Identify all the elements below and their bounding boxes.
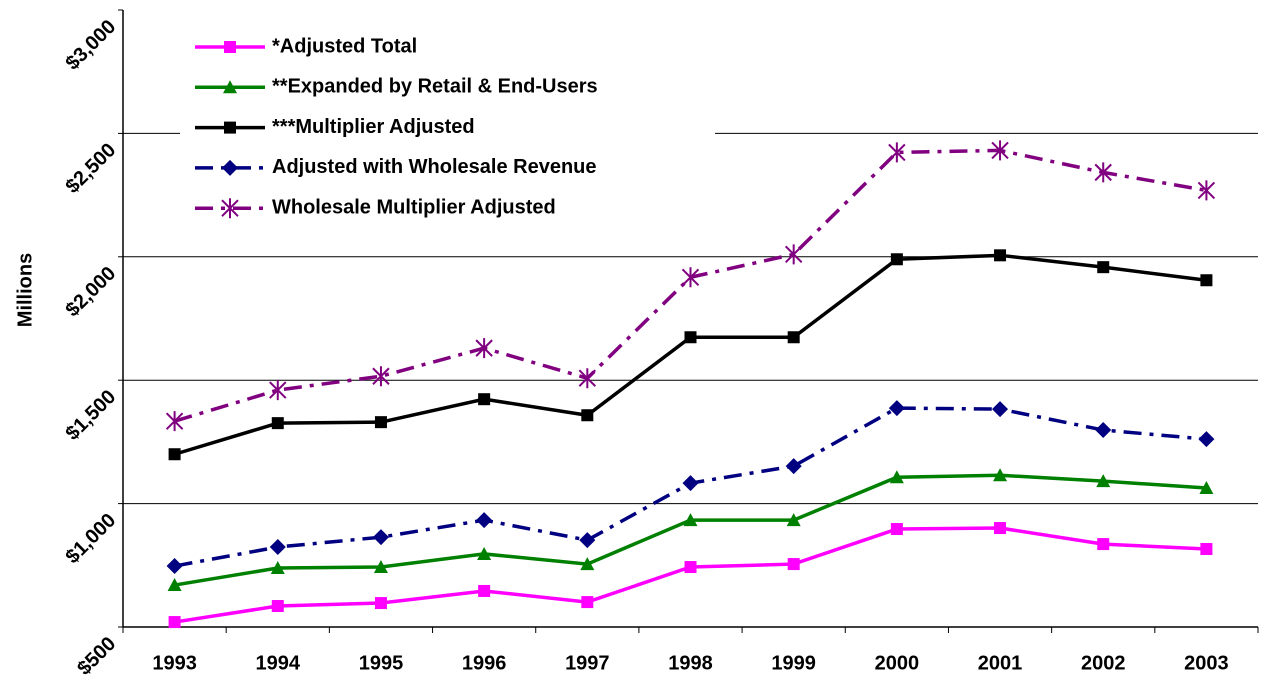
y-tick-label: $500 <box>73 633 120 680</box>
marker <box>890 523 903 536</box>
marker <box>478 584 491 597</box>
y-tick-label: $3,000 <box>61 16 120 75</box>
marker <box>684 331 697 344</box>
marker <box>168 616 181 629</box>
marker <box>222 159 238 176</box>
marker <box>374 597 387 610</box>
marker <box>991 140 1009 161</box>
marker <box>224 41 236 53</box>
legend-label: ***Multiplier Adjusted <box>272 116 475 138</box>
x-tick-label: 1996 <box>462 652 507 674</box>
x-tick-label: 2000 <box>875 652 920 674</box>
x-tick-label: 1999 <box>771 652 816 674</box>
x-tick-label: 2001 <box>978 652 1023 674</box>
y-tick-label: $2,000 <box>61 263 120 322</box>
marker <box>475 338 493 359</box>
y-tick-label: $1,500 <box>61 386 120 445</box>
marker <box>785 458 802 475</box>
marker <box>787 558 800 571</box>
marker <box>271 600 284 613</box>
legend: *Adjusted Total **Expanded by Retail & En… <box>180 26 715 228</box>
marker <box>787 331 800 344</box>
marker <box>786 513 801 527</box>
marker <box>1094 162 1112 183</box>
legend-box <box>180 26 715 228</box>
x-tick-label: 2002 <box>1081 652 1126 674</box>
marker <box>1097 261 1110 274</box>
marker <box>581 596 594 609</box>
marker <box>580 557 595 571</box>
marker <box>994 249 1007 262</box>
x-tick-label: 1995 <box>359 652 404 674</box>
marker <box>888 400 905 417</box>
marker <box>578 368 597 389</box>
marker <box>890 253 903 266</box>
marker <box>1199 481 1214 495</box>
marker <box>374 416 387 429</box>
marker <box>1200 543 1213 556</box>
marker <box>684 561 697 574</box>
marker <box>221 198 239 219</box>
legend-label: Wholesale Multiplier Adjusted <box>272 196 556 218</box>
marker <box>168 448 181 461</box>
marker <box>1200 274 1213 287</box>
marker <box>994 522 1007 535</box>
marker <box>888 142 906 163</box>
marker <box>784 244 803 265</box>
x-tick-label: 1994 <box>256 652 301 674</box>
marker <box>992 401 1009 418</box>
marker <box>224 121 236 134</box>
marker <box>167 578 182 592</box>
marker <box>581 409 594 422</box>
marker <box>1096 474 1111 488</box>
marker <box>478 393 491 406</box>
marker <box>1198 431 1215 448</box>
x-tick-label: 1993 <box>152 652 197 674</box>
marker <box>269 380 287 401</box>
x-tick-label: 2003 <box>1184 652 1229 674</box>
marker <box>1097 538 1110 551</box>
marker <box>372 366 390 387</box>
marker <box>682 475 699 492</box>
legend-label: **Expanded by Retail & End-Users <box>272 76 598 98</box>
x-tick-label: 1997 <box>565 652 610 674</box>
marker <box>270 561 285 575</box>
legend-label: *Adjusted Total <box>272 35 417 57</box>
marker <box>373 560 388 574</box>
marker <box>579 532 596 549</box>
marker <box>166 558 183 575</box>
marker <box>271 417 284 430</box>
marker <box>476 512 493 529</box>
marker <box>993 468 1008 482</box>
marker <box>165 411 184 432</box>
marker <box>1095 422 1112 439</box>
marker <box>477 546 492 560</box>
marker <box>269 539 286 556</box>
y-tick-label: $1,000 <box>61 509 120 568</box>
y-tick-label: $2,500 <box>61 139 120 198</box>
marker <box>223 80 237 94</box>
marker <box>1197 180 1216 201</box>
legend-label: Adjusted with Wholesale Revenue <box>272 156 597 178</box>
marker <box>372 529 389 546</box>
marker <box>683 513 698 527</box>
marker <box>681 267 700 288</box>
y-axis-label: Millions <box>14 253 36 327</box>
x-tick-label: 1998 <box>668 652 713 674</box>
marker <box>889 470 904 484</box>
